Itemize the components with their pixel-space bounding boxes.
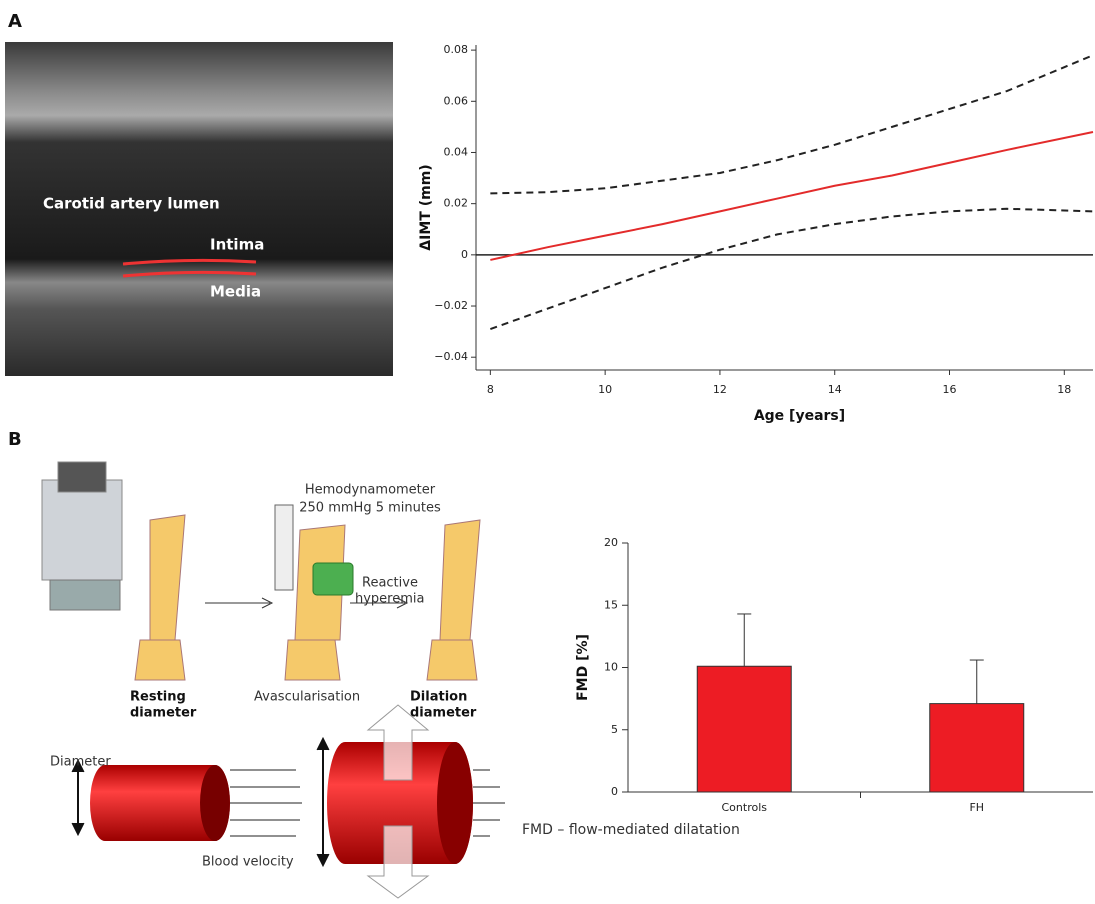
diagram-label: Diameter <box>50 755 111 770</box>
diagram <box>42 462 505 898</box>
x-tick-label: Controls <box>722 801 768 814</box>
x-tick-label: 16 <box>943 383 957 396</box>
ultrasound-label: Media <box>210 283 261 301</box>
y-tick-label: 0 <box>461 248 468 261</box>
x-tick-label: 12 <box>713 383 727 396</box>
y-tick-label: 10 <box>604 661 618 674</box>
x-tick-label: 8 <box>487 383 494 396</box>
y-tick-label: 5 <box>611 723 618 736</box>
y-tick-label: 0.08 <box>444 43 469 56</box>
diagram-label: Blood velocity <box>202 855 294 870</box>
diagram-label: diameter <box>130 706 197 721</box>
y-tick-label: 0 <box>611 785 618 798</box>
diagram-label: Dilation <box>410 690 467 705</box>
ultrasound-label: Intima <box>210 236 264 254</box>
diagram-label: 250 mmHg 5 minutes <box>299 501 441 516</box>
line-series <box>490 55 1093 193</box>
figure: A B Carotid artery lumen Intima Media H <box>0 0 1095 900</box>
diagram-label: diameter <box>410 706 477 721</box>
y-axis-label: ΔIMT (mm) <box>418 164 434 250</box>
line-series <box>490 209 1093 329</box>
panel-label: B <box>8 429 22 450</box>
y-tick-label: −0.02 <box>434 299 468 312</box>
y-axis-label: FMD [%] <box>575 634 591 701</box>
x-tick-label: 18 <box>1057 383 1071 396</box>
ultrasound-label: Carotid artery lumen <box>43 195 220 213</box>
diagram-label: Avascularisation <box>254 690 360 705</box>
x-tick-label: 10 <box>598 383 612 396</box>
diagram-label: Hemodynamometer <box>305 483 436 498</box>
y-tick-label: −0.04 <box>434 350 468 363</box>
y-tick-label: 15 <box>604 598 618 611</box>
caption: FMD – flow-mediated dilatation <box>522 822 740 838</box>
x-tick-label: FH <box>969 801 984 814</box>
bar <box>697 666 791 792</box>
x-axis-label: Age [years] <box>754 408 845 424</box>
diagram-label: Reactive <box>362 576 418 591</box>
y-tick-label: 0.06 <box>444 94 469 107</box>
bar <box>930 704 1024 792</box>
diagram-label: hyperemia <box>355 592 424 607</box>
line-series <box>490 132 1093 260</box>
y-tick-label: 0.04 <box>444 145 469 158</box>
y-tick-label: 0.02 <box>444 197 469 210</box>
diagram-label: Resting <box>130 690 186 705</box>
panel-label: A <box>8 11 22 32</box>
y-tick-label: 20 <box>604 536 618 549</box>
x-tick-label: 14 <box>828 383 842 396</box>
